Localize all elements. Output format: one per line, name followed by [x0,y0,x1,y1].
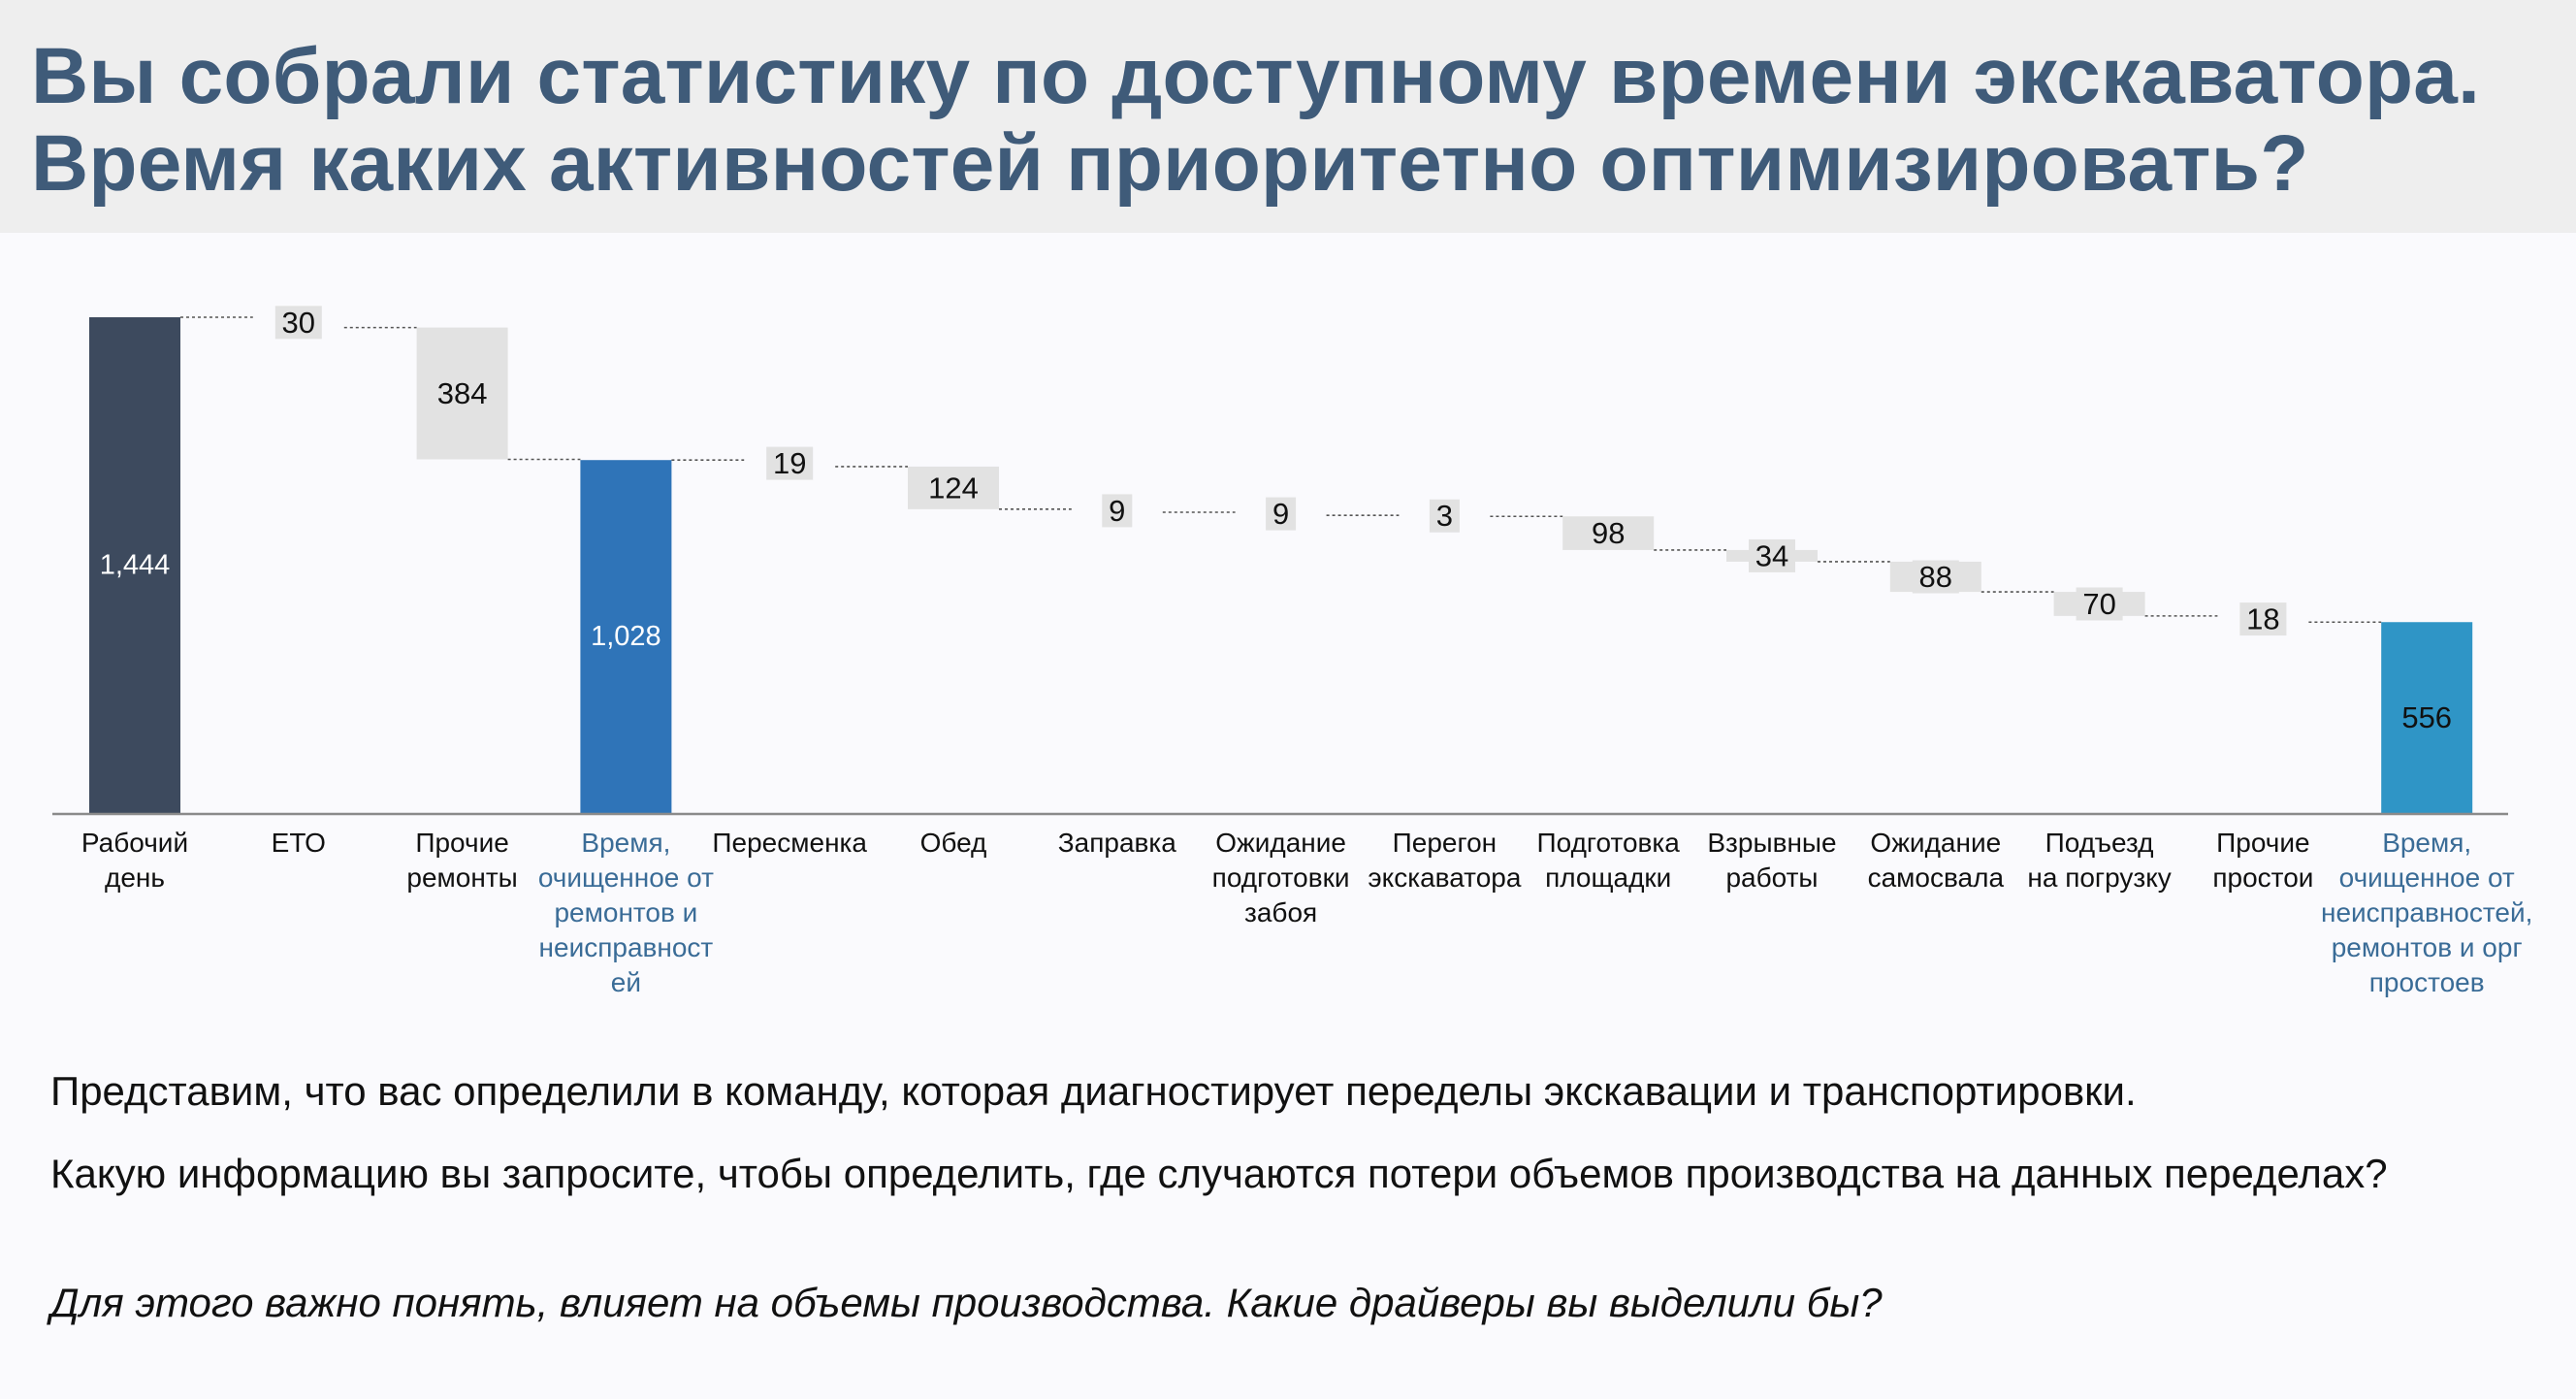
category-label: ремонты [406,862,517,893]
category-label: подготовки [1212,862,1350,893]
value-label: 70 [2082,587,2115,621]
category-label: день [105,862,165,893]
value-labels: 1,444 30 384 1,028 19 124 9 9 3 98 34 88 70 18 556 [100,306,2452,734]
bar [89,317,180,813]
question-drivers: Для этого важно понять, влияет на объемы… [50,1280,1883,1325]
category-label: на погрузку [2027,862,2171,893]
bar [2381,622,2473,813]
category-label: очищенное от [2339,862,2515,893]
value-label-bg [431,376,495,410]
category-label: ЕТО [272,828,326,858]
value-label-bg [1749,538,1795,572]
value-label: 556 [2401,700,2452,734]
bar [580,460,672,813]
category-label: площадки [1545,862,1671,893]
value-label-bg [1429,499,1460,533]
category-label: Время, [581,828,670,858]
value-label: 19 [773,446,806,480]
category-label: простоев [2369,967,2485,997]
category-label: Подготовка [1537,828,1681,858]
category-label: самосвала [1868,862,2005,893]
category-label: Прочие [2216,828,2309,858]
question-information: Какую информацию вы запросите, чтобы опр… [50,1151,2388,1196]
value-label-bg [921,471,985,504]
value-label: 124 [928,471,979,504]
category-label: Заправка [1058,828,1177,858]
page-title-line-1: Вы собрали статистику по доступному врем… [31,32,2481,120]
category-labels: Рабочий день ЕТО Прочие ремонты Время, очищенн… [81,828,2532,997]
value-label: 3 [1436,499,1453,533]
value-label-bg [2239,602,2287,636]
category-label: Рабочий [81,828,188,858]
category-label: Прочие [415,828,508,858]
category-label: неисправност [539,932,714,962]
category-label: Обед [920,828,987,858]
value-label: 9 [1272,497,1289,531]
category-label: экскаватора [1368,862,1521,893]
question-context: Представим, что вас определили в команду… [50,1068,2137,1114]
value-label: 384 [437,376,488,410]
value-label: 1,444 [100,550,171,581]
page-title-line-2: Время каких активностей приоритетно опти… [31,119,2309,208]
value-label-bg [766,446,814,480]
value-label: 34 [1755,538,1788,572]
category-label: Ожидание [1870,828,2001,858]
value-label: 88 [1919,560,1952,594]
value-label-bg [1266,497,1297,531]
category-label: забоя [1244,897,1317,927]
category-label: Время, [2382,828,2471,858]
value-label-bg [1912,560,1959,594]
title-banner: Вы собрали статистику по доступному врем… [0,0,2576,233]
category-label: очищенное от [538,862,714,893]
category-label: Перегон [1393,828,1497,858]
category-label: ей [611,967,641,997]
category-label: простои [2212,862,2313,893]
value-label: 30 [282,306,315,340]
category-label: работы [1725,862,1818,893]
category-label: ремонтов и [554,897,697,927]
category-label: Ожидание [1215,828,1346,858]
value-label-bg [274,306,322,340]
value-label: 98 [1592,516,1625,550]
category-label: неисправностей, [2321,897,2532,927]
category-label: Взрывные [1707,828,1836,858]
value-label: 9 [1109,494,1125,528]
value-label-bg [1585,516,1632,550]
category-label: ремонтов и орг [2332,932,2523,962]
category-label: Подъезд [2045,828,2154,858]
value-label-bg [2076,587,2123,621]
value-label: 18 [2246,602,2279,636]
category-label: Пересменка [712,828,867,858]
waterfall-chart: 1,444 30 384 1,028 19 124 9 9 3 98 34 88 70 18 556 Раб… [52,306,2532,997]
value-label-bg [1102,494,1133,528]
value-label: 1,028 [591,621,661,652]
connector-lines [180,316,2382,624]
